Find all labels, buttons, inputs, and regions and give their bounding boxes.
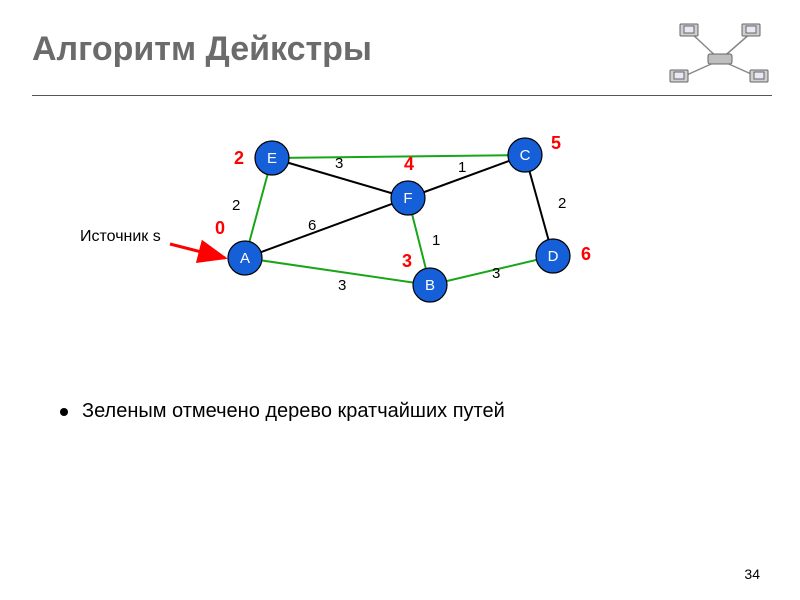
dist-label-E: 2 bbox=[234, 148, 244, 168]
bullet-dot-icon bbox=[60, 408, 68, 416]
dist-label-C: 5 bbox=[551, 133, 561, 153]
edge-weight-A-F: 6 bbox=[308, 217, 316, 234]
edge-F-C bbox=[408, 155, 525, 198]
dist-label-D: 6 bbox=[581, 244, 591, 264]
edge-weight-A-B: 3 bbox=[338, 277, 346, 294]
edge-weight-C-D: 2 bbox=[558, 195, 566, 212]
edge-weight-F-C: 1 bbox=[458, 159, 466, 176]
graph-diagram: 26331132 AEFBCD 024356 bbox=[0, 0, 800, 600]
edge-weight-B-D: 3 bbox=[492, 265, 500, 282]
node-label-B: B bbox=[425, 277, 435, 294]
dist-label-F: 4 bbox=[404, 154, 414, 174]
dist-label-A: 0 bbox=[215, 218, 225, 238]
edge-weight-F-B: 1 bbox=[432, 232, 440, 249]
source-arrow bbox=[170, 244, 225, 258]
page-number: 34 bbox=[744, 566, 760, 582]
bullet-text: Зеленым отмечено дерево кратчайших путей bbox=[82, 400, 505, 423]
edge-E-C bbox=[272, 155, 525, 158]
node-label-D: D bbox=[548, 248, 559, 265]
dist-label-B: 3 bbox=[402, 251, 412, 271]
edge-A-F bbox=[245, 198, 408, 258]
edge-weight-A-E: 2 bbox=[232, 197, 240, 214]
node-label-E: E bbox=[267, 150, 277, 167]
node-label-F: F bbox=[403, 190, 412, 207]
node-label-A: A bbox=[240, 250, 250, 267]
bullet: Зеленым отмечено дерево кратчайших путей bbox=[60, 400, 505, 423]
node-label-C: C bbox=[520, 147, 531, 164]
edge-weight-E-F: 3 bbox=[335, 155, 343, 172]
